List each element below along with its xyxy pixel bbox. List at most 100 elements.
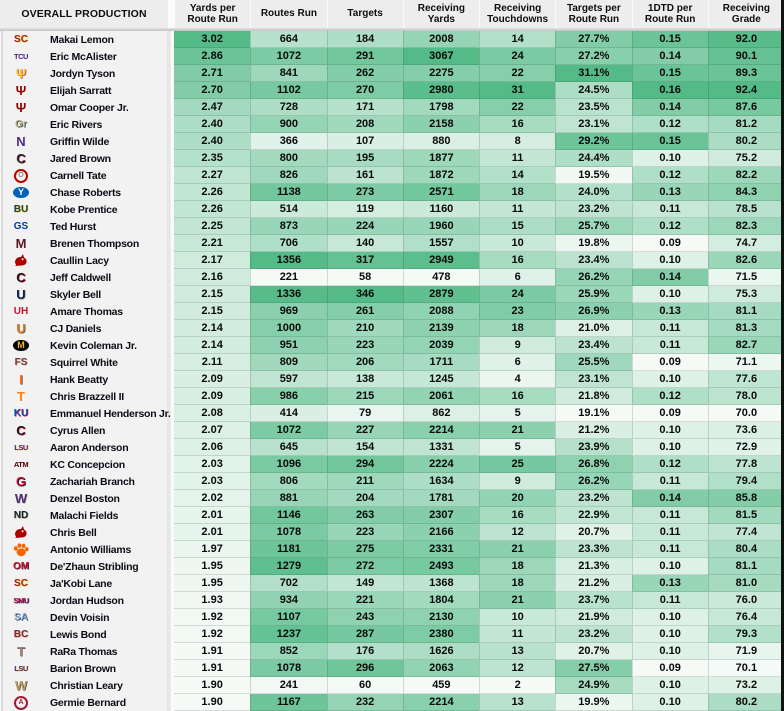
stat-cell-targets-per-route-run: 19.8% [555,235,632,252]
player-name[interactable]: Barion Brown [50,662,116,675]
player-name[interactable]: Lewis Bond [50,628,107,641]
column-header-targets-per-route-run[interactable]: Targets per Route Run [555,0,632,28]
player-name[interactable]: Ja'Kobi Lane [50,577,112,590]
right-edge-scrollbar[interactable] [781,0,784,711]
table-row[interactable]: Ψ Elijah Sarratt 2.70 1102 270 2980 31 24.5% 0.1… [0,82,784,99]
player-name[interactable]: Amare Thomas [50,305,123,318]
player-name[interactable]: Eric Rivers [50,118,103,131]
player-name[interactable]: Makai Lemon [50,33,114,46]
table-row[interactable]: Caullin Lacy 2.17 1356 317 2949 16 23.4% 0.10 82… [0,252,784,269]
table-row[interactable]: M Brenen Thompson 2.21 706 140 1557 10 19.8% 0.0… [0,235,784,252]
table-row[interactable]: I Hank Beatty 2.09 597 138 1245 4 23.1% 0.10 77.6 [0,371,784,388]
player-name[interactable]: Germie Bernard [50,696,126,709]
table-row[interactable]: LSU Barion Brown 1.91 1078 296 2063 12 27.5% 0.0… [0,660,784,677]
stat-cell-yards-per-route-run: 2.06 [174,439,251,456]
player-name[interactable]: Jared Brown [50,152,111,165]
player-name[interactable]: Hank Beatty [50,373,108,386]
player-name[interactable]: Jordyn Tyson [50,67,116,80]
player-name[interactable]: Skyler Bell [50,288,101,301]
table-row[interactable]: T RaRa Thomas 1.91 852 176 1626 13 20.7% 0.10 71.… [0,643,784,660]
column-header-receiving-touchdowns[interactable]: Receiving Touchdowns [479,0,556,28]
table-row[interactable]: C Jeff Caldwell 2.16 221 58 478 6 26.2% 0.14 71.5 [0,269,784,286]
table-row[interactable]: ATM KC Concepcion 2.03 1096 294 2224 25 26.8% 0.… [0,456,784,473]
stat-cell-targets: 243 [326,609,403,626]
table-row[interactable]: T Chris Brazzell II 2.09 986 215 2061 16 21.8% 0… [0,388,784,405]
player-name[interactable]: Emmanuel Henderson Jr. [50,407,171,420]
table-row[interactable]: UH Amare Thomas 2.15 969 261 2088 23 26.9% 0.13 8… [0,303,784,320]
player-name[interactable]: Antonio Williams [50,543,132,556]
table-row[interactable]: SA Devin Voisin 1.92 1107 243 2130 10 21.9% 0.10… [0,609,784,626]
table-row[interactable]: W Denzel Boston 2.02 881 204 1781 20 23.2% 0.14 8… [0,490,784,507]
column-header-1dtd-per-route-run[interactable]: 1DTD per Route Run [631,0,708,28]
table-row[interactable]: Gr Eric Rivers 2.40 900 208 2158 16 23.1% 0.12 81… [0,116,784,133]
player-name[interactable]: Denzel Boston [50,492,120,505]
player-name[interactable]: Brenen Thompson [50,237,140,250]
player-name[interactable]: Omar Cooper Jr. [50,101,129,114]
column-header-overall-production[interactable]: OVERALL PRODUCTION [0,0,168,28]
table-row[interactable]: Antonio Williams 1.97 1181 275 2331 21 23.3% 0.… [0,541,784,558]
player-cell: SMU Jordan Hudson [0,592,168,609]
column-header-targets[interactable]: Targets [326,0,403,28]
player-name[interactable]: Griffin Wilde [50,135,110,148]
table-row[interactable]: OM De'Zhaun Stribling 1.95 1279 272 2493 18 21.… [0,558,784,575]
stat-cell-targets-per-route-run: 24.4% [555,150,632,167]
player-name[interactable]: Malachi Fields [50,509,119,522]
table-row[interactable]: GS Ted Hurst 2.25 873 224 1960 15 25.7% 0.12 82.3 [0,218,784,235]
stat-cell-1dtd-per-route-run: 0.11 [631,473,708,490]
player-name[interactable]: Jeff Caldwell [50,271,111,284]
table-row[interactable]: Chris Bell 2.01 1078 223 2166 12 20.7% 0.11 77.4 [0,524,784,541]
table-row[interactable]: KU Emmanuel Henderson Jr. 2.08 414 79 862 5 19.… [0,405,784,422]
table-row[interactable]: Y Chase Roberts 2.26 1138 273 2571 18 24.0% 0.13… [0,184,784,201]
table-row[interactable]: SC Makai Lemon 3.02 664 184 2008 14 27.7% 0.15 92… [0,31,784,48]
table-row[interactable]: BC Lewis Bond 1.92 1237 287 2380 11 23.2% 0.10 79… [0,626,784,643]
table-row[interactable]: A Germie Bernard 1.90 1167 232 2214 13 19.9% 0.1… [0,694,784,711]
table-row[interactable]: M Kevin Coleman Jr. 2.14 951 223 2039 9 23.4% 0.… [0,337,784,354]
player-name[interactable]: Kobe Prentice [50,203,118,216]
table-row[interactable]: TCU Eric McAlister 2.86 1072 291 3067 24 27.2% 0… [0,48,784,65]
player-name[interactable]: Ted Hurst [50,220,96,233]
player-name[interactable]: Devin Voisin [50,611,110,624]
table-row[interactable]: LSU Aaron Anderson 2.06 645 154 1331 5 23.9% 0.1… [0,439,784,456]
player-name[interactable]: Chris Bell [50,526,97,539]
player-name[interactable]: Carnell Tate [50,169,107,182]
player-name[interactable]: Chase Roberts [50,186,121,199]
player-name[interactable]: CJ Daniels [50,322,102,335]
column-header-receiving-yards[interactable]: Receiving Yards [402,0,479,28]
table-row[interactable]: U Skyler Bell 2.15 1336 346 2879 24 25.9% 0.10 75… [0,286,784,303]
table-row[interactable]: C Jared Brown 2.35 800 195 1877 11 24.4% 0.10 75.… [0,150,784,167]
table-row[interactable]: SC Ja'Kobi Lane 1.95 702 149 1368 18 21.2% 0.13 8… [0,575,784,592]
table-row[interactable]: BU Kobe Prentice 2.26 514 119 1160 11 23.2% 0.11… [0,201,784,218]
table-row[interactable]: C Cyrus Allen 2.07 1072 227 2214 21 21.2% 0.10 73… [0,422,784,439]
player-name[interactable]: Aaron Anderson [50,441,129,454]
table-row[interactable]: SMU Jordan Hudson 1.93 934 221 1804 21 23.7% 0.1… [0,592,784,609]
player-name[interactable]: Squirrel White [50,356,118,369]
column-header-routes-run[interactable]: Routes Run [250,0,327,28]
table-row[interactable]: ND Malachi Fields 2.01 1146 263 2307 16 22.9% 0.… [0,507,784,524]
stat-cell-1dtd-per-route-run: 0.12 [631,456,708,473]
table-row[interactable]: Ψ Jordyn Tyson 2.71 841 262 2275 22 31.1% 0.15 89… [0,65,784,82]
player-name[interactable]: De'Zhaun Stribling [50,560,139,573]
table-row[interactable]: O Carnell Tate 2.27 826 161 1872 14 19.5% 0.12 82… [0,167,784,184]
player-name[interactable]: Caullin Lacy [50,254,109,267]
player-name[interactable]: Chris Brazzell II [50,390,124,403]
player-name[interactable]: Zachariah Branch [50,475,135,488]
player-name[interactable]: Christian Leary [50,679,123,692]
player-name[interactable]: Jordan Hudson [50,594,124,607]
column-header-yards-per-route-run[interactable]: Yards per Route Run [174,0,251,28]
player-name[interactable]: Eric McAlister [50,50,117,63]
stat-cell-1dtd-per-route-run: 0.14 [631,99,708,116]
table-row[interactable]: N Griffin Wilde 2.40 366 107 880 8 29.2% 0.15 80.… [0,133,784,150]
table-row[interactable]: U CJ Daniels 2.14 1000 210 2139 18 21.0% 0.11 81.… [0,320,784,337]
stat-cell-receiving-grade: 82.6 [707,252,784,269]
table-row[interactable]: G Zachariah Branch 2.03 806 211 1634 9 26.2% 0.1… [0,473,784,490]
table-row[interactable]: Ψ Omar Cooper Jr. 2.47 728 171 1798 22 23.5% 0.1… [0,99,784,116]
stat-cell-receiving-grade: 81.1 [707,303,784,320]
player-name[interactable]: KC Concepcion [50,458,125,471]
player-name[interactable]: Kevin Coleman Jr. [50,339,137,352]
player-name[interactable]: RaRa Thomas [50,645,118,658]
table-row[interactable]: FS Squirrel White 2.11 809 206 1711 6 25.5% 0.09… [0,354,784,371]
column-header-receiving-grade[interactable]: Receiving Grade [707,0,784,28]
table-row[interactable]: W Christian Leary 1.90 241 60 459 2 24.9% 0.10 73… [0,677,784,694]
player-name[interactable]: Elijah Sarratt [50,84,112,97]
player-name[interactable]: Cyrus Allen [50,424,106,437]
